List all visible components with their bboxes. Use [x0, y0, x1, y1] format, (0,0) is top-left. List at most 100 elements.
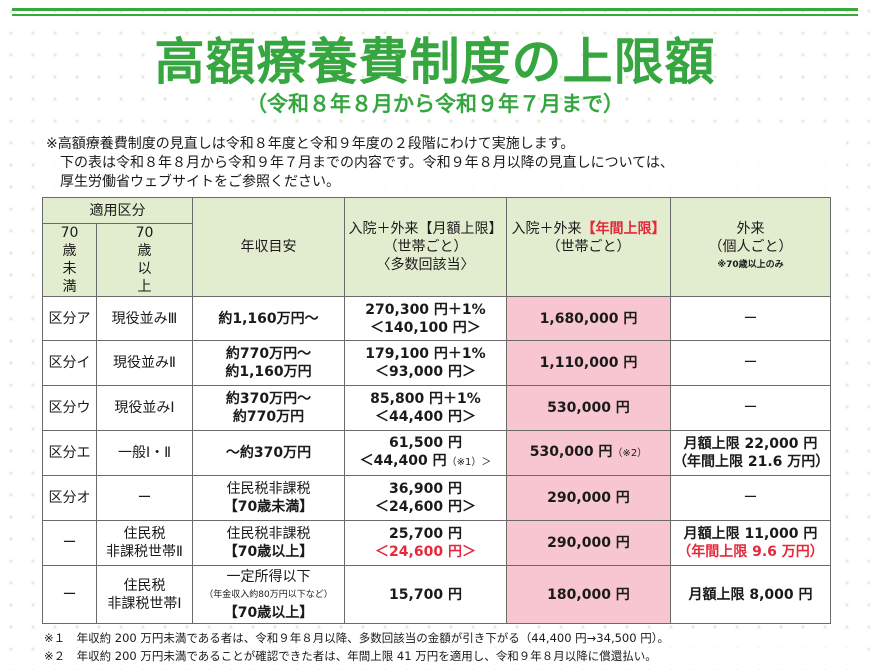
page-subtitle: （令和８年８月から令和９年７月まで） [246, 92, 624, 116]
outpatient-header-line: （個人ごと） [708, 239, 793, 255]
income-line: 約770万円 [232, 409, 305, 425]
annual-cell: 180,000 円 [506, 565, 671, 624]
outpatient-line: （年間上限 9.6 万円） [677, 544, 824, 560]
page-title: 高額療養費制度の上限額 [154, 33, 716, 91]
income-line: 約770万円〜 [225, 346, 312, 362]
monthly-cell: 36,900 円 ＜24,600 円＞ [344, 475, 507, 521]
income-line: （年金収入約80万円以下など） [204, 589, 333, 600]
under70-cell: 区分ウ [42, 385, 97, 431]
monthly-cell: 270,300 円＋1% ＜140,100 円＞ [344, 296, 507, 341]
monthly-cell: 15,700 円 [344, 565, 507, 624]
income-cell: 約370万円〜 約770万円 [192, 385, 345, 431]
over70-cell: 現役並みⅢ [96, 296, 193, 341]
income-line: 一定所得以下 [226, 568, 311, 585]
monthly-line: ＜24,600 円＞ [375, 544, 476, 560]
monthly-line: 179,100 円＋1% [365, 346, 486, 362]
under70-cell: ー [42, 520, 97, 566]
annual-header-prefix: 入院＋外来 [511, 221, 582, 237]
outpatient-line: 月額上限 22,000 円 [683, 436, 818, 452]
outpatient-header: 外来 （個人ごと） ※70歳以上のみ [670, 197, 831, 297]
under70-char: 70 [60, 225, 79, 241]
table-row: 区分エ 一般Ⅰ・Ⅱ 〜約370万円 61,500 円 ＜44,400 円（※1）… [42, 430, 831, 476]
monthly-line: ＜44,400 円（※1）＞ [347, 452, 504, 472]
monthly-line: ＜24,600 円＞ [375, 499, 476, 515]
annual-limit-header: 入院＋外来【年間上限】 （世帯ごと） [506, 197, 671, 297]
monthly-header-line: 入院＋外来【月額上限】 [348, 221, 503, 237]
income-line: 約1,160万円 [225, 364, 312, 380]
monthly-line: 270,300 円＋1% [365, 301, 486, 318]
under70-header: 70 歳 未 満 [42, 223, 97, 297]
under70-cell: 区分エ [42, 430, 97, 476]
monthly-line: 15,700 円 [389, 586, 462, 603]
over70-char: 70 [135, 225, 154, 241]
table-row: ー 住民税 非課税世帯Ⅱ 住民税非課税 【70歳以上】 25,700 円 ＜24… [42, 520, 831, 566]
footnote-marker: （※1）＞ [446, 457, 492, 468]
footnote-2: ※２ 年収約 200 万円未満であることが確認できた者は、年間上限 41 万円を… [44, 648, 864, 664]
income-header: 年収目安 [192, 197, 345, 297]
outpatient-cell: 月額上限 8,000 円 [670, 565, 831, 624]
table-row: 区分オ ー 住民税非課税 【70歳未満】 36,900 円 ＜24,600 円＞… [42, 475, 831, 521]
monthly-cell: 25,700 円 ＜24,600 円＞ [344, 520, 507, 566]
monthly-cell: 61,500 円 ＜44,400 円（※1）＞ [344, 430, 507, 476]
annual-cell: 290,000 円 [506, 475, 671, 521]
outpatient-cell: ー [670, 296, 831, 341]
table-row: ー 住民税 非課税世帯Ⅰ 一定所得以下 （年金収入約80万円以下など） 【70歳… [42, 565, 831, 624]
income-cell: 住民税非課税 【70歳以上】 [192, 520, 345, 566]
annual-header-line: （世帯ごと） [546, 239, 631, 255]
monthly-line: 36,900 円 [389, 481, 462, 497]
outpatient-cell: ー [670, 385, 831, 431]
table-row: 区分ア 現役並みⅢ 約1,160万円〜 270,300 円＋1% ＜140,10… [42, 296, 831, 341]
monthly-header-line: 〈多数回該当〉 [376, 257, 475, 273]
over70-header: 70 歳 以 上 [96, 223, 193, 297]
over70-cell: 現役並みⅠ [96, 385, 193, 431]
intro-notes: ※高額療養費制度の見直しは令和８年度と令和９年度の２段階にわけて実施します。 下… [46, 135, 846, 192]
outpatient-cell: 月額上限 11,000 円 （年間上限 9.6 万円） [670, 520, 831, 566]
annual-header-red: 【年間上限】 [581, 221, 666, 237]
income-line: 約1,160万円〜 [218, 310, 319, 327]
annual-cell: 530,000 円（※2） [506, 430, 671, 476]
monthly-value: ＜44,400 円 [359, 453, 447, 469]
under70-char: 満 [62, 279, 77, 295]
income-cell: 一定所得以下 （年金収入約80万円以下など） 【70歳以上】 [192, 565, 345, 624]
annual-cell: 1,680,000 円 [506, 296, 671, 341]
under70-char: 未 [62, 261, 77, 277]
over70-char: 以 [137, 261, 152, 277]
outpatient-header-note: ※70歳以上のみ [717, 260, 784, 270]
income-cell: 約770万円〜 約1,160万円 [192, 340, 345, 386]
outpatient-line: （年間上限 21.6 万円） [673, 454, 830, 470]
note-line: 厚生労働省ウェブサイトをご参照ください。 [60, 174, 340, 190]
income-line: 住民税非課税 [226, 481, 311, 497]
monthly-limit-header: 入院＋外来【月額上限】 （世帯ごと） 〈多数回該当〉 [344, 197, 507, 297]
under70-cell: 区分イ [42, 340, 97, 386]
monthly-line: 85,800 円＋1% [370, 391, 481, 407]
over70-char: 上 [137, 279, 152, 295]
income-cell: 住民税非課税 【70歳未満】 [192, 475, 345, 521]
footnote-1: ※１ 年収約 200 万円未満である者は、令和９年８月以降、多数回該当の金額が引… [44, 630, 864, 646]
under70-cell: 区分オ [42, 475, 97, 521]
monthly-line: 25,700 円 [389, 526, 462, 542]
limit-table: 適用区分 年収目安 入院＋外来【月額上限】 （世帯ごと） 〈多数回該当〉 入院＋… [42, 197, 831, 624]
outpatient-cell: ー [670, 475, 831, 521]
over70-cell: 現役並みⅡ [96, 340, 193, 386]
outpatient-line: 月額上限 11,000 円 [683, 526, 818, 542]
income-line: 住民税非課税 [226, 526, 311, 542]
table-row: 区分ウ 現役並みⅠ 約370万円〜 約770万円 85,800 円＋1% ＜44… [42, 385, 831, 431]
category-header: 適用区分 [42, 197, 193, 224]
over70-cell: ー [96, 475, 193, 521]
over70-cell: 住民税 非課税世帯Ⅰ [96, 565, 193, 624]
over70-char: 歳 [137, 243, 152, 259]
top-border-line-thin [12, 14, 858, 16]
annual-cell: 290,000 円 [506, 520, 671, 566]
income-cell: 〜約370万円 [192, 430, 345, 476]
annual-header-line: 入院＋外来【年間上限】 [509, 220, 668, 238]
monthly-cell: 85,800 円＋1% ＜44,400 円＞ [344, 385, 507, 431]
income-cell: 約1,160万円〜 [192, 296, 345, 341]
monthly-line: ＜140,100 円＞ [370, 319, 481, 336]
income-line: 約370万円〜 [225, 391, 312, 407]
income-line: 【70歳以上】 [223, 604, 314, 621]
table-row: 区分イ 現役並みⅡ 約770万円〜 約1,160万円 179,100 円＋1% … [42, 340, 831, 386]
outpatient-header-line: 外来 [736, 221, 765, 237]
monthly-cell: 179,100 円＋1% ＜93,000 円＞ [344, 340, 507, 386]
under70-cell: 区分ア [42, 296, 97, 341]
outpatient-cell: 月額上限 22,000 円 （年間上限 21.6 万円） [670, 430, 831, 476]
